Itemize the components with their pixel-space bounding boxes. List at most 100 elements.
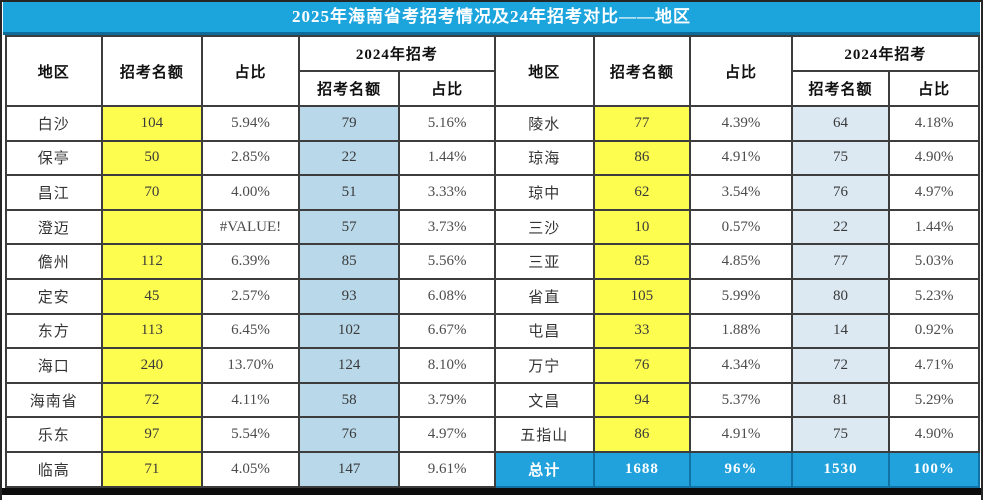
quota-2025-cell: 76 bbox=[592, 347, 692, 384]
share-2024-cell: 6.67% bbox=[398, 312, 496, 350]
table-row: 澄迈 #VALUE! 57 3.73% 三沙 10 0.57% 22 1.44% bbox=[5, 208, 980, 246]
quota-2025-cell: 62 bbox=[592, 174, 692, 211]
share-2025-cell: 5.94% bbox=[201, 105, 300, 142]
quota-2024-cell: 147 bbox=[297, 450, 401, 488]
quota-2025-cell: 71 bbox=[100, 450, 204, 488]
share-2025-cell: 5.37% bbox=[689, 381, 793, 419]
quota-2024-cell: 75 bbox=[790, 416, 891, 453]
quota-2024-cell: 77 bbox=[790, 243, 891, 280]
share-2024-cell: 9.61% bbox=[398, 450, 496, 488]
share-2024-cell: 5.29% bbox=[888, 381, 980, 419]
quota-2024-cell: 22 bbox=[297, 139, 401, 177]
header-quota-right: 招考名额 bbox=[592, 35, 692, 107]
region-name-cell: 儋州 bbox=[5, 243, 103, 280]
header-2024-group-right: 2024年招考 bbox=[790, 35, 981, 72]
quota-2024-cell: 57 bbox=[297, 208, 401, 246]
quota-2025-cell: 94 bbox=[592, 381, 692, 419]
region-name-cell: 东方 bbox=[5, 312, 103, 350]
quota-2025-cell: 240 bbox=[100, 347, 204, 384]
header-2024-group-left: 2024年招考 bbox=[297, 35, 496, 72]
header-2024-share-left: 占比 bbox=[398, 70, 496, 107]
share-2025-cell: 13.70% bbox=[201, 347, 300, 384]
table-row: 保亭 50 2.85% 22 1.44% 琼海 86 4.91% 75 4.90% bbox=[5, 139, 980, 177]
share-2025-cell: 4.91% bbox=[689, 416, 793, 453]
quota-2024-cell: 81 bbox=[790, 381, 891, 419]
quota-2025-cell: 113 bbox=[100, 312, 204, 350]
share-2025-cell: 6.45% bbox=[201, 312, 300, 350]
share-2024-cell: 0.92% bbox=[888, 312, 980, 350]
quota-2024-cell: 72 bbox=[790, 347, 891, 384]
share-2024-cell: 4.90% bbox=[888, 139, 980, 177]
quota-2024-cell: 76 bbox=[790, 174, 891, 211]
share-2024-cell: 1.44% bbox=[888, 208, 980, 246]
region-name-cell: 澄迈 bbox=[5, 208, 103, 246]
region-name-cell: 三沙 bbox=[493, 208, 595, 246]
share-2025-cell: 4.05% bbox=[201, 450, 300, 488]
share-2025-cell: 2.57% bbox=[201, 277, 300, 315]
quota-2025-cell: 104 bbox=[100, 105, 204, 142]
total-share-2025-cell: 96% bbox=[689, 450, 793, 488]
share-2024-cell: 3.79% bbox=[398, 381, 496, 419]
total-label-cell: 总计 bbox=[493, 450, 595, 488]
region-name-cell: 省直 bbox=[493, 277, 595, 315]
share-2025-cell: 5.99% bbox=[689, 277, 793, 315]
share-2024-cell: 1.44% bbox=[398, 139, 496, 177]
region-name-cell: 琼中 bbox=[493, 174, 595, 211]
total-quota-2025-cell: 1688 bbox=[592, 450, 692, 488]
region-name-cell: 海口 bbox=[5, 347, 103, 384]
quota-2025-cell: 105 bbox=[592, 277, 692, 315]
header-2024-quota-right: 招考名额 bbox=[790, 70, 891, 107]
table-row: 乐东 97 5.54% 76 4.97% 五指山 86 4.91% 75 4.90% bbox=[5, 416, 980, 453]
share-2025-cell: 4.91% bbox=[689, 139, 793, 177]
quota-2025-cell: 86 bbox=[592, 139, 692, 177]
quota-2025-cell: 10 bbox=[592, 208, 692, 246]
bottom-divider-bar bbox=[2, 487, 981, 495]
share-2025-cell: 4.11% bbox=[201, 381, 300, 419]
quota-2025-cell: 70 bbox=[100, 174, 204, 211]
quota-2024-cell: 102 bbox=[297, 312, 401, 350]
quota-2025-cell: 112 bbox=[100, 243, 204, 280]
header-quota-left: 招考名额 bbox=[100, 35, 204, 107]
region-name-cell: 万宁 bbox=[493, 347, 595, 384]
header-share-left: 占比 bbox=[201, 35, 300, 107]
share-2025-cell: 5.54% bbox=[201, 416, 300, 453]
table-body: 白沙 104 5.94% 79 5.16% 陵水 77 4.39% 64 4.18% 保亭 50 2.8… bbox=[5, 105, 980, 488]
table-row: 海南省 72 4.11% 58 3.79% 文昌 94 5.37% 81 5.29% bbox=[5, 381, 980, 419]
share-2025-cell: 6.39% bbox=[201, 243, 300, 280]
share-2025-cell: 4.00% bbox=[201, 174, 300, 211]
quota-2024-cell: 51 bbox=[297, 174, 401, 211]
region-name-cell: 琼海 bbox=[493, 139, 595, 177]
total-quota-2024-cell: 1530 bbox=[790, 450, 891, 488]
region-name-cell: 三亚 bbox=[493, 243, 595, 280]
share-2024-cell: 5.23% bbox=[888, 277, 980, 315]
share-2025-cell: 4.85% bbox=[689, 243, 793, 280]
table-row: 白沙 104 5.94% 79 5.16% 陵水 77 4.39% 64 4.18% bbox=[5, 105, 980, 142]
table-row: 昌江 70 4.00% 51 3.33% 琼中 62 3.54% 76 4.97% bbox=[5, 174, 980, 211]
quota-2025-cell: 72 bbox=[100, 381, 204, 419]
region-name-cell: 文昌 bbox=[493, 381, 595, 419]
header-share-right: 占比 bbox=[689, 35, 793, 107]
total-share-2024-cell: 100% bbox=[888, 450, 980, 488]
share-2024-cell: 4.18% bbox=[888, 105, 980, 142]
region-name-cell: 乐东 bbox=[5, 416, 103, 453]
quota-2025-cell: 45 bbox=[100, 277, 204, 315]
quota-2025-cell: 50 bbox=[100, 139, 204, 177]
region-name-cell: 昌江 bbox=[5, 174, 103, 211]
share-2024-cell: 5.56% bbox=[398, 243, 496, 280]
share-2024-cell: 8.10% bbox=[398, 347, 496, 384]
region-name-cell: 保亭 bbox=[5, 139, 103, 177]
quota-2024-cell: 58 bbox=[297, 381, 401, 419]
quota-2024-cell: 64 bbox=[790, 105, 891, 142]
table-row: 东方 113 6.45% 102 6.67% 屯昌 33 1.88% 14 0.92% bbox=[5, 312, 980, 350]
quota-2024-cell: 93 bbox=[297, 277, 401, 315]
share-2024-cell: 5.03% bbox=[888, 243, 980, 280]
share-2025-cell: 1.88% bbox=[689, 312, 793, 350]
quota-2024-cell: 76 bbox=[297, 416, 401, 453]
region-name-cell: 临高 bbox=[5, 450, 103, 488]
share-2024-cell: 6.08% bbox=[398, 277, 496, 315]
share-2024-cell: 3.33% bbox=[398, 174, 496, 211]
share-2025-cell: 2.85% bbox=[201, 139, 300, 177]
quota-2025-cell: 85 bbox=[592, 243, 692, 280]
quota-2024-cell: 85 bbox=[297, 243, 401, 280]
